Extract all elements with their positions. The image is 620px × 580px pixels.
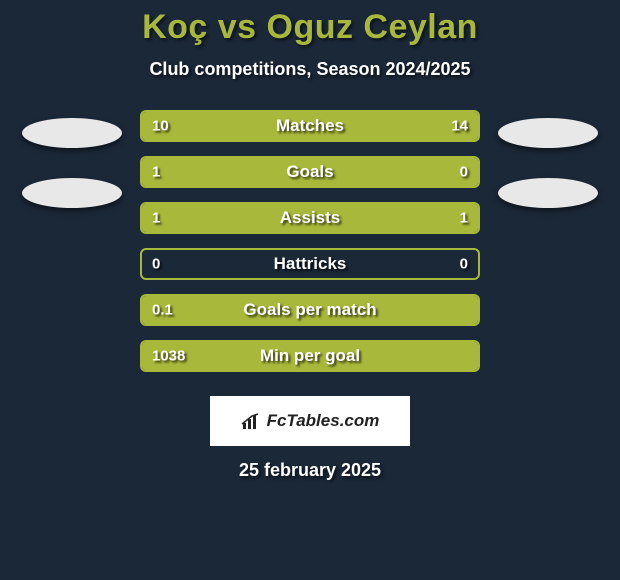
- player-avatar-left-2: [22, 178, 122, 208]
- bars-column: 10Matches141Goals01Assists10Hattricks00.…: [140, 110, 480, 372]
- stat-label: Hattricks: [274, 254, 347, 274]
- player-avatar-right-1: [498, 118, 598, 148]
- chart-icon: [241, 413, 261, 429]
- stat-label: Goals per match: [243, 300, 376, 320]
- stat-label: Assists: [280, 208, 340, 228]
- stat-value-right: 0: [460, 164, 468, 181]
- player-avatar-left-1: [22, 118, 122, 148]
- stat-bar: 0 Hattricks 0: [140, 248, 480, 280]
- stat-label: Matches: [276, 116, 344, 136]
- stat-label: Goals: [286, 162, 333, 182]
- footer-logo[interactable]: FcTables.com: [210, 396, 410, 446]
- footer-logo-text: FcTables.com: [267, 411, 380, 431]
- stat-label: Min per goal: [260, 346, 360, 366]
- avatar-col-left: [22, 110, 122, 208]
- stat-value-left: 1: [152, 164, 160, 181]
- player-avatar-right-2: [498, 178, 598, 208]
- page-title: Koç vs Oguz Ceylan: [0, 8, 620, 47]
- stat-value-right: 14: [451, 118, 468, 135]
- stat-value-left: 0.1: [152, 302, 173, 319]
- stat-value-left: 1: [152, 210, 160, 227]
- avatar-col-right: [498, 110, 598, 208]
- stat-bar: 10 Matches 14: [140, 110, 480, 142]
- stats-area: 10Matches141Goals01Assists10Hattricks00.…: [0, 110, 620, 372]
- stat-value-left: 0: [152, 256, 160, 273]
- comparison-card: Koç vs Oguz Ceylan Club competitions, Se…: [0, 0, 620, 481]
- footer-date: 25 february 2025: [0, 460, 620, 481]
- subtitle: Club competitions, Season 2024/2025: [0, 59, 620, 80]
- stat-bar: 1 Goals 0: [140, 156, 480, 188]
- stat-bar: 1 Assists 1: [140, 202, 480, 234]
- stat-bar: 1038 Min per goal: [140, 340, 480, 372]
- stat-value-left: 10: [152, 118, 169, 135]
- stat-bar: 0.1 Goals per match: [140, 294, 480, 326]
- stat-value-right: 0: [460, 256, 468, 273]
- stat-value-left: 1038: [152, 348, 185, 365]
- stat-value-right: 1: [460, 210, 468, 227]
